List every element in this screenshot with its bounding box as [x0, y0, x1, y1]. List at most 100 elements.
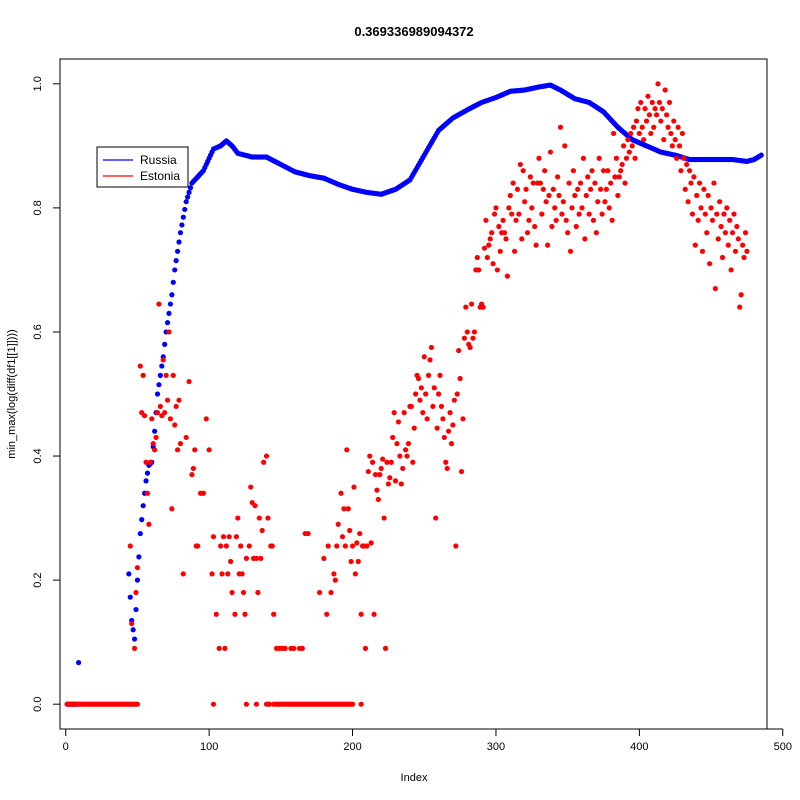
- estonia-point: [349, 543, 356, 549]
- estonia-point: [370, 459, 376, 465]
- estonia-point: [651, 124, 657, 130]
- estonia-point: [384, 459, 390, 465]
- estonia-point: [252, 503, 258, 509]
- estonia-point: [639, 124, 645, 130]
- estonia-point: [444, 465, 450, 472]
- estonia-point: [401, 410, 407, 416]
- estonia-point: [425, 372, 432, 378]
- estonia-point: [169, 506, 175, 512]
- estonia-point: [510, 180, 516, 186]
- estonia-point: [265, 515, 271, 521]
- estonia-point: [385, 481, 391, 487]
- estonia-point: [338, 490, 344, 496]
- estonia-point: [413, 391, 419, 397]
- estonia-point: [632, 155, 638, 161]
- x-tick-label: 100: [200, 741, 218, 753]
- estonia-point: [183, 434, 189, 441]
- estonia-point: [507, 192, 513, 199]
- estonia-point: [516, 211, 522, 217]
- estonia-point: [411, 425, 417, 431]
- estonia-point: [681, 155, 687, 161]
- estonia-point: [543, 199, 549, 205]
- estonia-point: [560, 199, 566, 205]
- x-tick-label: 400: [630, 741, 648, 753]
- y-tick-label: 0.6: [32, 324, 44, 339]
- estonia-point: [602, 199, 608, 205]
- estonia-point: [605, 168, 611, 174]
- estonia-point: [362, 645, 369, 651]
- estonia-point: [142, 413, 148, 419]
- estonia-point: [717, 199, 723, 205]
- estonia-point: [229, 589, 235, 596]
- estonia-point: [395, 419, 402, 425]
- estonia-point: [405, 441, 412, 447]
- estonia-point: [612, 174, 618, 180]
- estonia-point: [563, 217, 569, 223]
- estonia-point: [636, 130, 642, 137]
- estonia-point: [404, 453, 410, 459]
- estonia-point: [695, 217, 701, 223]
- estonia-point: [685, 199, 691, 205]
- estonia-point: [448, 441, 455, 447]
- estonia-point: [443, 459, 449, 465]
- estonia-point: [678, 168, 684, 174]
- estonia-point: [282, 645, 288, 651]
- estonia-point: [331, 571, 337, 577]
- estonia-point: [417, 397, 423, 403]
- estonia-point: [164, 397, 171, 403]
- estonia-point: [501, 230, 508, 236]
- estonia-point: [400, 465, 406, 472]
- y-tick-label: 0.0: [32, 697, 44, 712]
- estonia-point: [143, 459, 149, 465]
- y-tick-label: 0.4: [32, 448, 44, 463]
- estonia-point: [140, 372, 146, 378]
- estonia-point: [259, 527, 265, 534]
- russia-point: [139, 517, 145, 523]
- estonia-point: [365, 468, 371, 475]
- russia-point: [154, 391, 161, 397]
- russia-point: [159, 363, 165, 369]
- estonia-point: [656, 99, 663, 106]
- estonia-point: [487, 236, 493, 242]
- estonia-point: [358, 701, 364, 707]
- estonia-point: [738, 292, 744, 298]
- estonia-point: [458, 468, 465, 475]
- estonia-point: [626, 149, 632, 155]
- estonia-point: [403, 447, 409, 453]
- estonia-point: [701, 186, 707, 192]
- estonia-point: [705, 192, 711, 199]
- estonia-point: [740, 242, 746, 248]
- estonia-point: [676, 143, 683, 149]
- legend-label-estonia: Estonia: [140, 169, 180, 183]
- estonia-point: [430, 403, 436, 410]
- estonia-point: [519, 236, 525, 242]
- estonia-point: [453, 543, 459, 549]
- estonia-point: [433, 515, 439, 521]
- estonia-point: [127, 543, 133, 549]
- estonia-point: [358, 611, 364, 617]
- estonia-point: [686, 168, 693, 174]
- estonia-point: [708, 205, 714, 211]
- estonia-point: [351, 484, 357, 490]
- estonia-point: [537, 180, 544, 186]
- estonia-point: [709, 217, 716, 223]
- estonia-point: [598, 186, 604, 192]
- estonia-point: [539, 211, 545, 217]
- estonia-point: [572, 192, 578, 199]
- estonia-point: [506, 205, 512, 211]
- estonia-point: [209, 571, 215, 577]
- estonia-point: [256, 515, 262, 521]
- estonia-point: [367, 453, 373, 459]
- estonia-point: [328, 589, 334, 596]
- x-axis-label: Index: [401, 772, 428, 784]
- estonia-point: [189, 472, 195, 478]
- russia-point: [131, 636, 138, 642]
- estonia-point: [600, 168, 607, 174]
- estonia-point: [377, 472, 383, 478]
- estonia-point: [233, 534, 239, 540]
- estonia-point: [689, 211, 696, 217]
- estonia-point: [622, 180, 628, 186]
- estonia-point: [436, 391, 442, 397]
- estonia-point: [170, 372, 176, 378]
- y-tick-label: 0.2: [32, 572, 44, 587]
